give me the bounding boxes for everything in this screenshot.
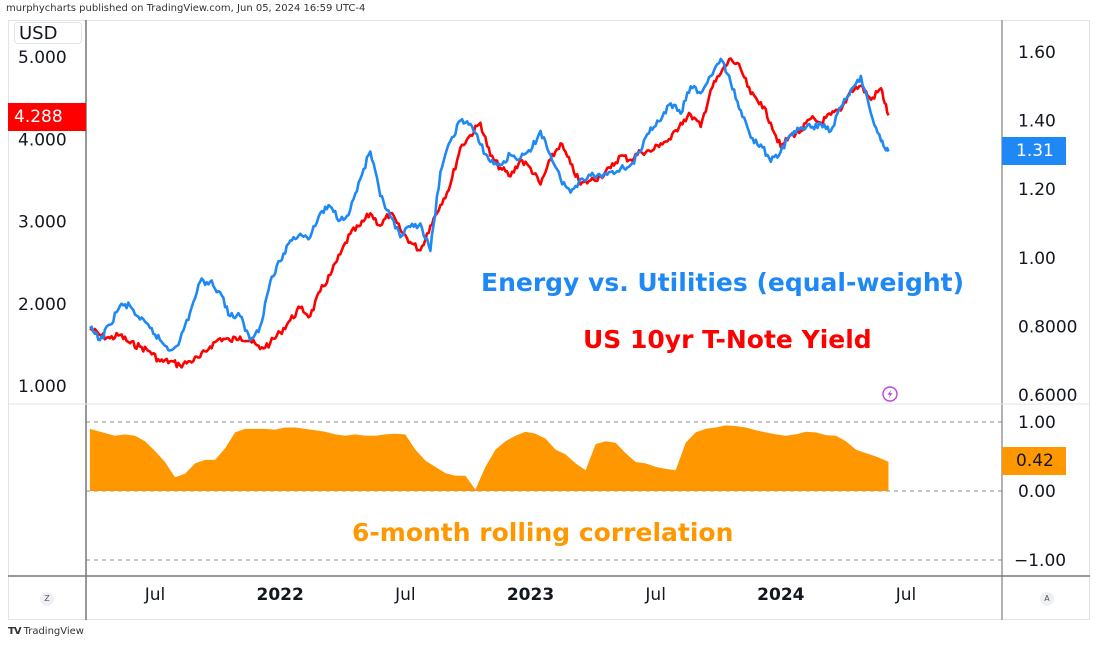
publish-attribution: murphycharts published on TradingView.co… xyxy=(6,3,366,14)
tradingview-brand-text: TradingView xyxy=(23,626,84,637)
left-axis-tick-label: 5.000 xyxy=(18,48,67,68)
yield-series-legend: US 10yr T-Note Yield xyxy=(583,325,872,354)
right-axis-tick-label: 0.8000 xyxy=(1018,317,1077,337)
energy-utilities-ratio-line xyxy=(89,57,890,352)
time-axis-tick-label: Jul xyxy=(644,585,666,605)
time-scale[interactable]: Jul 2022 Jul 2023 Jul 2024 Jul xyxy=(144,585,917,605)
correlation-series-legend: 6-month rolling correlation xyxy=(352,518,734,547)
correlation-price-scale[interactable]: 1.00 0.00 −1.00 xyxy=(1014,413,1066,571)
right-price-scale[interactable]: 0.6000 0.8000 1.00 1.20 1.40 1.60 xyxy=(1018,43,1077,406)
time-axis-tick-label: Jul xyxy=(144,585,166,605)
time-axis-tick-label: 2022 xyxy=(257,585,304,605)
lightning-bolt-circle-icon[interactable] xyxy=(882,386,898,402)
left-axis-tick-label: 4.000 xyxy=(18,130,67,150)
time-axis-tick-label: Jul xyxy=(394,585,416,605)
yield-line xyxy=(89,57,890,369)
left-price-scale[interactable]: 1.000 2.000 3.000 4.000 5.000 xyxy=(18,48,67,397)
correlation-area-group xyxy=(89,425,889,491)
right-axis-tick-label: 1.00 xyxy=(1018,249,1056,269)
correlation-axis-tick-label: 0.00 xyxy=(1018,482,1056,502)
correlation-area xyxy=(89,425,889,491)
left-axis-tick-label: 2.000 xyxy=(18,295,67,315)
right-axis-auto-button[interactable]: A xyxy=(1040,592,1054,606)
ratio-last-price-badge: 1.31 xyxy=(1002,137,1066,165)
currency-label[interactable]: USD xyxy=(14,22,82,44)
left-axis-tick-label: 3.000 xyxy=(18,213,67,233)
tradingview-logo-icon: TV xyxy=(8,626,22,637)
right-axis-tick-label: 1.40 xyxy=(1018,112,1056,132)
time-axis-tick-label: Jul xyxy=(895,585,917,605)
ratio-series-legend: Energy vs. Utilities (equal-weight) xyxy=(481,268,965,297)
correlation-axis-tick-label: 1.00 xyxy=(1018,413,1056,433)
price-lines-group xyxy=(89,57,890,369)
left-axis-tick-label: 1.000 xyxy=(18,377,67,397)
right-axis-tick-label: 1.60 xyxy=(1018,43,1056,63)
time-axis-tick-label: 2024 xyxy=(757,585,804,605)
time-axis-tick-label: 2023 xyxy=(507,585,554,605)
left-axis-auto-button[interactable]: Z xyxy=(40,592,54,606)
right-axis-tick-label: 1.20 xyxy=(1018,180,1056,200)
right-axis-tick-label: 0.6000 xyxy=(1018,386,1077,406)
tradingview-logo[interactable]: TV TradingView xyxy=(8,626,84,637)
correlation-last-value-badge: 0.42 xyxy=(1002,447,1066,475)
chart-frame xyxy=(8,20,1090,620)
correlation-axis-tick-label: −1.00 xyxy=(1014,551,1066,571)
yield-last-price-badge: 4.288 xyxy=(8,103,86,131)
